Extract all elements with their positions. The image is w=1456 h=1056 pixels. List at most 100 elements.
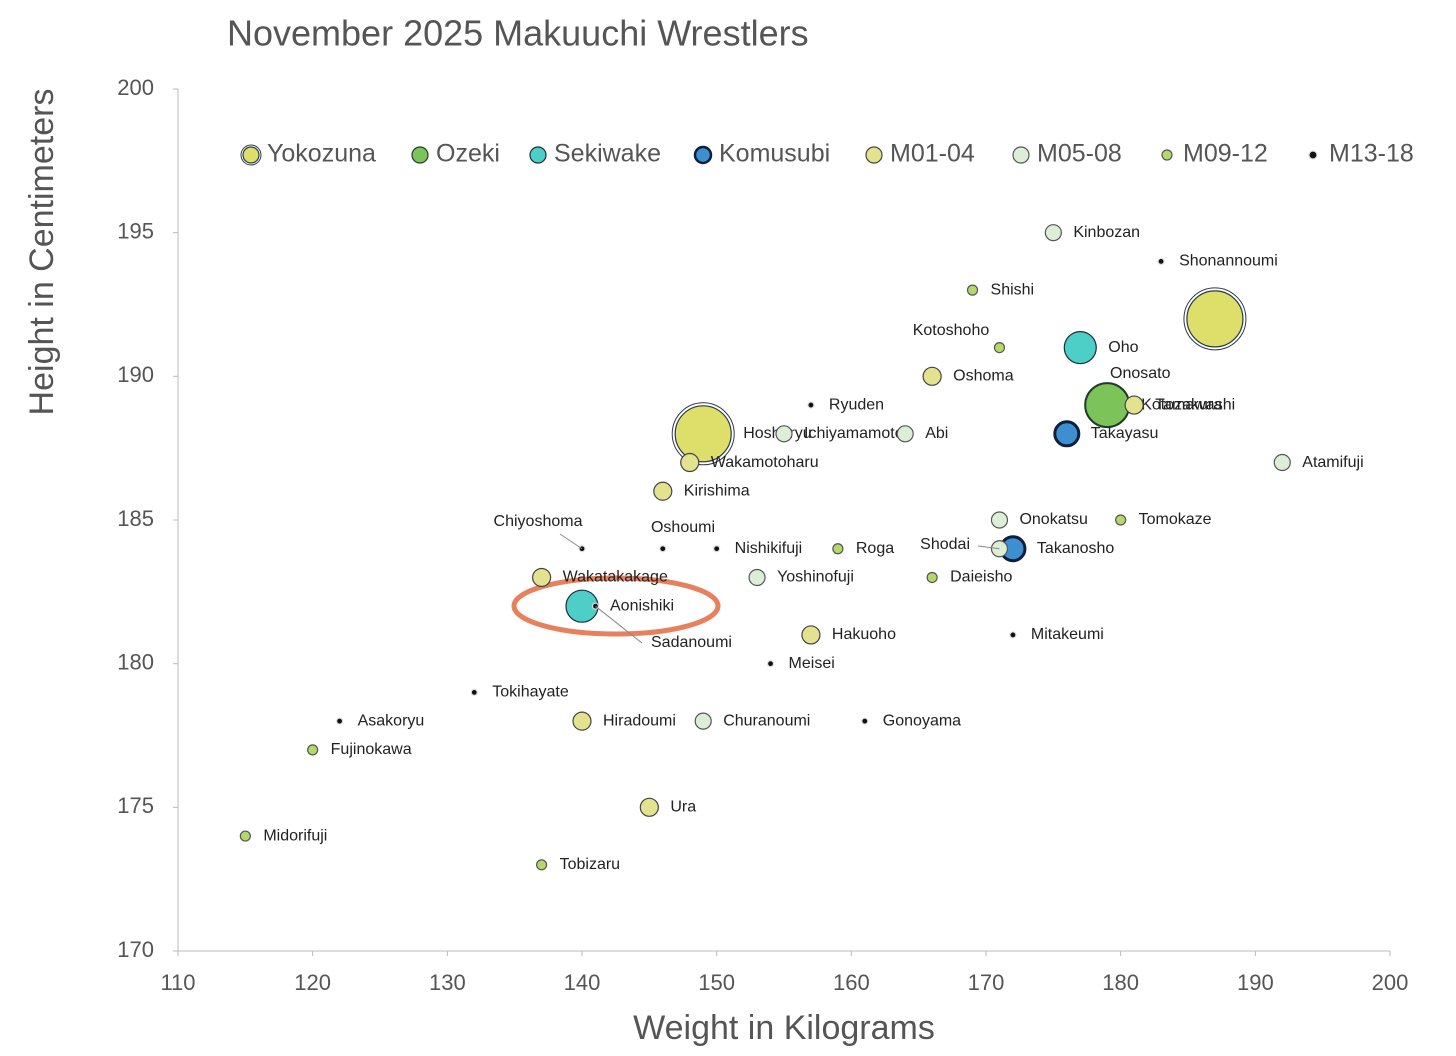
marker	[801, 625, 821, 645]
chart-title: November 2025 Makuuchi Wrestlers	[227, 13, 809, 54]
marker	[336, 717, 344, 725]
legend-marker	[1308, 150, 1318, 160]
point-label: Kirishima	[684, 482, 750, 499]
legend-marker	[411, 146, 429, 164]
point-label: Wakatakakage	[563, 569, 668, 586]
x-tick-label: 160	[833, 970, 870, 995]
point-label: Atamifuji	[1302, 454, 1363, 471]
marker	[966, 284, 979, 296]
marker	[1053, 420, 1081, 448]
point-label: Wakamotoharu	[711, 454, 819, 471]
leader-line	[595, 605, 643, 644]
point-label: Tobizaru	[560, 856, 620, 873]
legend-marker	[529, 146, 547, 164]
y-tick-label: 195	[117, 218, 154, 243]
marker	[990, 511, 1009, 529]
marker	[1063, 331, 1097, 365]
point-label: Oshoma	[953, 368, 1014, 385]
legend-label: M09-12	[1183, 140, 1268, 168]
point-label: Kotoshoho	[913, 322, 990, 339]
marker	[470, 688, 478, 697]
point-label: Hiradoumi	[603, 712, 676, 729]
marker	[922, 366, 942, 386]
marker	[861, 717, 869, 725]
point-label: Tomokaze	[1139, 511, 1212, 528]
legend-marker	[865, 146, 883, 164]
marker	[766, 660, 775, 668]
marker	[896, 425, 914, 443]
marker	[659, 545, 667, 553]
marker	[1157, 257, 1165, 265]
x-tick-label: 140	[564, 970, 601, 995]
marker	[1084, 382, 1131, 429]
point-label: Shonannoumi	[1179, 253, 1278, 270]
x-tick-label: 110	[160, 970, 195, 995]
marker	[748, 568, 766, 587]
x-tick-label: 180	[1102, 970, 1139, 995]
point-label: Onokatsu	[1019, 511, 1087, 528]
point-label: Aonishiki	[610, 597, 674, 614]
legend-label: M05-08	[1037, 140, 1122, 168]
marker	[807, 401, 815, 409]
marker	[694, 712, 712, 730]
x-tick-label: 170	[968, 970, 1005, 995]
point-label: Asakoryu	[358, 712, 425, 729]
point-label: Chiyoshoma	[494, 513, 583, 530]
point-label: Kinbozan	[1073, 224, 1140, 241]
x-axis-label: Weight in Kilograms	[633, 1009, 935, 1047]
point-label: Ichiyamamoto	[804, 425, 904, 442]
point-label: Kotozakura	[1141, 396, 1222, 413]
point-label: Midorifuji	[263, 827, 327, 844]
legend-label: Sekiwake	[554, 140, 661, 168]
point-label: Shishi	[991, 281, 1035, 298]
y-axis-label: Height in Centimeters	[23, 89, 61, 416]
x-tick-label: 190	[1237, 970, 1274, 995]
marker	[1009, 631, 1017, 639]
point-label: Meisei	[789, 655, 835, 672]
marker	[653, 481, 673, 501]
point-label: Sadanoumi	[651, 634, 732, 651]
point-label: Ryuden	[829, 396, 884, 413]
legend-label: Yokozuna	[267, 140, 376, 168]
y-tick-label: 175	[117, 793, 154, 818]
point-label: Yoshinofuji	[777, 569, 854, 586]
x-tick-label: 150	[698, 970, 735, 995]
leader-line	[559, 533, 583, 550]
marker	[674, 405, 732, 463]
x-tick-label: 200	[1372, 970, 1409, 995]
legend-label: Ozeki	[436, 140, 500, 168]
point-label: Shodai	[920, 536, 970, 553]
x-tick-label: 120	[294, 970, 331, 995]
point-label: Gonoyama	[883, 712, 961, 729]
legend-label: Komusubi	[719, 140, 830, 168]
marker	[535, 859, 548, 871]
y-tick-label: 190	[117, 362, 154, 387]
legend-ring	[240, 144, 262, 166]
point-label: Onosato	[1110, 365, 1171, 382]
marker	[307, 744, 319, 756]
marker	[775, 425, 793, 443]
legend-label: M13-18	[1329, 140, 1414, 168]
marker	[531, 567, 552, 588]
point-label: Takanosho	[1037, 540, 1114, 557]
point-label: Nishikifuji	[735, 540, 803, 557]
marker	[680, 452, 700, 473]
marker-ring	[671, 402, 735, 466]
point-label: Daieisho	[950, 569, 1012, 586]
marker	[572, 711, 592, 731]
highlight-ellipse	[511, 575, 721, 637]
marker	[832, 543, 844, 555]
point-label: Ura	[670, 799, 696, 816]
marker	[239, 830, 251, 842]
y-tick-label: 170	[117, 937, 154, 962]
point-label: Oho	[1108, 339, 1138, 356]
marker	[1273, 453, 1291, 472]
point-label: Roga	[856, 540, 894, 557]
point-label: Hakuoho	[832, 626, 896, 643]
y-tick-label: 185	[117, 506, 154, 531]
marker	[1124, 395, 1144, 415]
point-label: Tokihayate	[492, 684, 569, 701]
legend-marker	[693, 145, 713, 165]
legend-marker	[242, 146, 260, 164]
leader-line	[977, 545, 1000, 550]
